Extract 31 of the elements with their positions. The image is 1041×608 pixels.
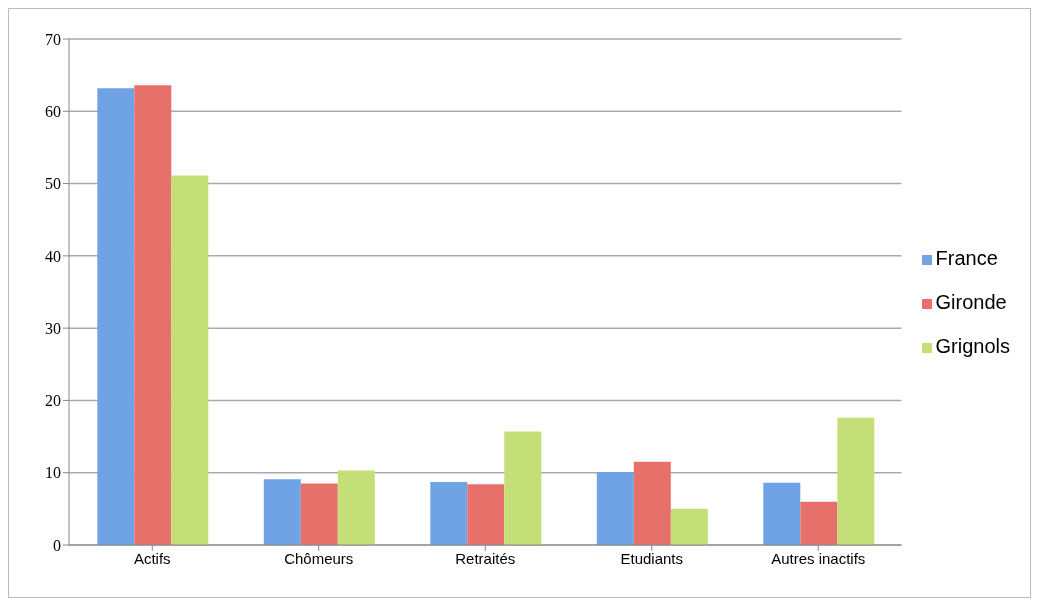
x-tick-label: Autres inactifs <box>771 549 866 567</box>
y-tick-label: 70 <box>45 30 61 48</box>
x-tick-label: Chômeurs <box>284 549 354 567</box>
bar <box>134 85 172 545</box>
y-tick-label: 20 <box>45 392 61 410</box>
bar <box>670 508 708 545</box>
legend-label: Grignols <box>935 335 1010 357</box>
bar <box>337 470 375 545</box>
bar <box>837 417 875 545</box>
y-tick-label: 30 <box>45 319 61 337</box>
y-tick-label: 60 <box>45 102 61 120</box>
bar <box>430 482 468 545</box>
legend-label: France <box>935 247 998 269</box>
bar <box>596 471 634 545</box>
legend-label: Gironde <box>935 291 1007 313</box>
bar <box>504 431 542 545</box>
bar <box>763 482 801 545</box>
bar <box>263 479 301 545</box>
x-tick-label: Retraités <box>455 549 516 567</box>
bar <box>633 461 671 545</box>
y-tick-label: 50 <box>45 175 61 193</box>
bar <box>171 175 209 545</box>
bar <box>467 484 505 545</box>
y-tick-label: 40 <box>45 247 61 265</box>
bar <box>97 88 135 545</box>
x-tick-label: Etudiants <box>620 549 684 567</box>
y-tick-label: 0 <box>53 536 61 554</box>
y-tick-label: 10 <box>45 464 61 482</box>
bar <box>800 501 838 545</box>
x-tick-label: Actifs <box>133 549 171 567</box>
bar <box>300 483 338 545</box>
